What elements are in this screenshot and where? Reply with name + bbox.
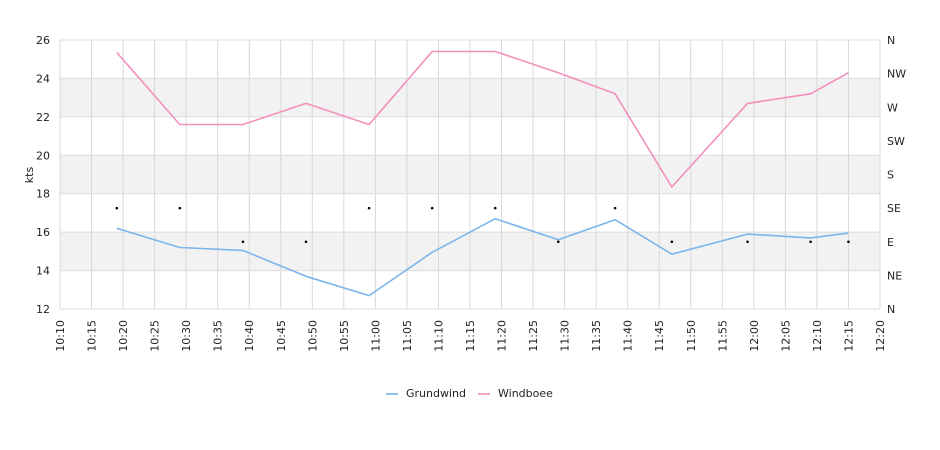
- direction-point[interactable]: [178, 206, 182, 210]
- series-line-grundwind[interactable]: [116, 217, 849, 297]
- y-tick-label: 24: [36, 72, 50, 85]
- direction-tick-label: E: [887, 236, 894, 249]
- y-tick-label: 14: [36, 265, 50, 278]
- direction-markers: [115, 206, 850, 244]
- y-tick-label: 20: [36, 149, 50, 162]
- x-tick-label: 12:10: [811, 320, 824, 352]
- legend-label[interactable]: Windboee: [498, 387, 553, 400]
- direction-tick-label: W: [887, 101, 898, 114]
- x-tick-label: 11:45: [653, 320, 666, 352]
- series-lines: [116, 50, 849, 297]
- x-tick-label: 10:55: [338, 320, 351, 352]
- direction-point[interactable]: [746, 240, 749, 244]
- x-tick-label: 12:00: [748, 320, 761, 352]
- x-tick-label: 12:20: [874, 320, 887, 352]
- direction-point[interactable]: [304, 240, 308, 244]
- direction-point[interactable]: [847, 240, 850, 244]
- direction-point[interactable]: [367, 206, 371, 210]
- legend[interactable]: Grundwind Windboee: [386, 387, 553, 400]
- x-tick-label: 12:05: [779, 320, 792, 352]
- x-tick-label: 10:30: [180, 320, 193, 352]
- x-tick-label: 11:15: [464, 320, 477, 352]
- direction-point[interactable]: [557, 240, 560, 244]
- y-tick-label: 18: [36, 188, 50, 201]
- y-tick-label: 26: [36, 34, 50, 47]
- direction-point[interactable]: [241, 240, 245, 244]
- direction-tick-label: SE: [887, 202, 901, 215]
- horizontal-gridlines: [60, 39, 880, 310]
- x-tick-label: 10:25: [149, 320, 162, 352]
- x-tick-label: 10:10: [54, 320, 67, 352]
- direction-tick-label: N: [887, 34, 895, 47]
- x-tick-label: 10:50: [306, 320, 319, 352]
- direction-point[interactable]: [613, 206, 617, 210]
- x-tick-label: 11:25: [527, 320, 540, 352]
- y-axis-label: kts: [23, 167, 36, 184]
- x-tick-label: 11:30: [559, 320, 572, 352]
- x-axis-ticks: 10:10 10:15 10:20 10:25 10:30 10:35 10:40 10:45…: [54, 320, 887, 352]
- direction-axis-ticks: N NE E SE S SW W NW N: [887, 34, 906, 316]
- vertical-gridlines: [59, 40, 881, 309]
- direction-tick-label: N: [887, 303, 895, 316]
- direction-point[interactable]: [809, 240, 812, 244]
- direction-point[interactable]: [493, 206, 497, 210]
- series-line-windboee[interactable]: [116, 50, 849, 188]
- direction-point[interactable]: [670, 240, 674, 244]
- y-tick-label: 22: [36, 111, 50, 124]
- x-tick-label: 11:40: [622, 320, 635, 352]
- y-axis-ticks: 12 14 16 18 20 22 24 26: [36, 34, 50, 316]
- y-tick-label: 16: [36, 226, 50, 239]
- direction-point[interactable]: [115, 206, 119, 210]
- y-tick-label: 12: [36, 303, 50, 316]
- direction-tick-label: S: [887, 169, 894, 182]
- x-tick-label: 10:45: [275, 320, 288, 352]
- x-tick-label: 10:40: [243, 320, 256, 352]
- x-tick-label: 10:35: [212, 320, 225, 352]
- direction-point[interactable]: [430, 206, 434, 210]
- direction-tick-label: NW: [887, 68, 906, 81]
- direction-tick-label: NE: [887, 269, 902, 282]
- x-tick-label: 11:55: [716, 320, 729, 352]
- legend-label[interactable]: Grundwind: [406, 387, 466, 400]
- x-tick-label: 11:20: [496, 320, 509, 352]
- x-tick-label: 10:15: [86, 320, 99, 352]
- x-tick-label: 11:35: [590, 320, 603, 352]
- x-tick-label: 11:05: [401, 320, 414, 352]
- x-tick-label: 12:15: [842, 320, 855, 352]
- x-tick-label: 11:50: [685, 320, 698, 352]
- x-tick-label: 11:10: [432, 320, 445, 352]
- x-tick-label: 11:00: [369, 320, 382, 352]
- direction-tick-label: SW: [887, 135, 905, 148]
- x-tick-label: 10:20: [117, 320, 130, 352]
